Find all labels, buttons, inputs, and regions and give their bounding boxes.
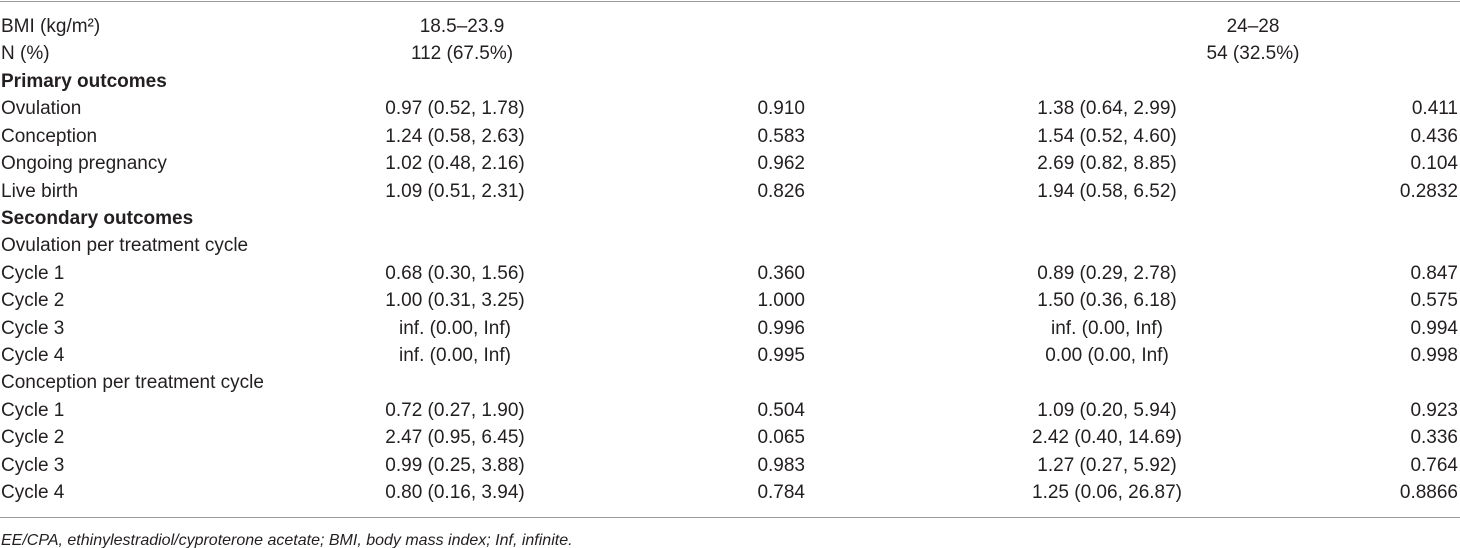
header-label: N (%) — [1, 43, 50, 65]
table-cell: 0.575 — [1410, 290, 1458, 312]
header-label: BMI (kg/m²) — [1, 16, 101, 37]
table-cell: inf. (0.00, Inf) — [399, 317, 511, 339]
table-cell: 0.80 (0.16, 3.94) — [385, 482, 525, 503]
table-cell: 2.47 (0.95, 6.45) — [385, 427, 525, 449]
row-label: Cycle 4 — [1, 345, 65, 366]
table-cell: 0.97 (0.52, 1.78) — [385, 98, 525, 120]
table-cell: 1.25 (0.06, 26.87) — [1032, 482, 1182, 503]
table-cell: 0.826 — [757, 180, 805, 202]
table-cell: 0.360 — [757, 262, 805, 284]
table-cell: 0.764 — [1410, 454, 1458, 476]
table-cell: 0.994 — [1410, 317, 1458, 339]
row-label: Cycle 3 — [1, 454, 65, 476]
table-cell: 0.436 — [1410, 125, 1458, 147]
group-title: Conception per treatment cycle — [1, 372, 264, 394]
table-cell: 0.89 (0.29, 2.78) — [1037, 262, 1177, 284]
group-title: Ovulation per treatment cycle — [1, 235, 249, 257]
top-rule — [0, 1, 1460, 2]
table-cell: 0.104 — [1410, 153, 1458, 175]
table-cell: 1.54 (0.52, 4.60) — [1037, 125, 1177, 147]
table-cell: 0.72 (0.27, 1.90) — [385, 399, 525, 421]
table-cell: 0.784 — [757, 482, 805, 503]
table-cell: inf. (0.00, Inf) — [399, 345, 511, 366]
row-label: Conception — [1, 125, 98, 147]
table-cell: 1.38 (0.64, 2.99) — [1037, 98, 1177, 120]
table-cell: 1.24 (0.58, 2.63) — [385, 125, 525, 147]
table-cell: 0.847 — [1410, 262, 1458, 284]
table-cell: 0.583 — [757, 125, 805, 147]
row-label: Ovulation — [1, 98, 82, 120]
table-cell: 1.09 (0.20, 5.94) — [1037, 399, 1177, 421]
table-cell: 1.09 (0.51, 2.31) — [385, 180, 525, 202]
row-label: Live birth — [1, 180, 79, 202]
table-cell: 0.996 — [757, 317, 805, 339]
header-cell: 54 (32.5%) — [1206, 43, 1300, 65]
table-cell: 1.27 (0.27, 5.92) — [1037, 454, 1177, 476]
table-cell: 0.995 — [757, 345, 805, 366]
table-cell: 0.983 — [757, 454, 805, 476]
row-label: Cycle 1 — [1, 399, 65, 421]
table-cell: 0.411 — [1411, 98, 1458, 120]
table-cell: 2.42 (0.40, 14.69) — [1032, 427, 1182, 449]
row-label: Cycle 2 — [1, 427, 65, 449]
table-cell: 0.8866 — [1399, 482, 1458, 503]
table-cell: 1.00 (0.31, 3.25) — [385, 290, 525, 312]
header-cell: 24–28 — [1226, 16, 1280, 37]
table-cell: 0.336 — [1410, 427, 1458, 449]
row-label: Cycle 2 — [1, 290, 65, 312]
table-cell: 1.000 — [757, 290, 805, 312]
table-cell: 0.00 (0.00, Inf) — [1045, 345, 1169, 366]
section-title: Secondary outcomes — [1, 208, 194, 229]
table-cell: 0.99 (0.25, 3.88) — [385, 454, 525, 476]
footnote: EE/CPA, ethinylestradiol/cyproterone ace… — [1, 532, 573, 548]
table-cell: 0.962 — [757, 153, 805, 175]
table-cell: 0.923 — [1410, 399, 1458, 421]
table-cell: 0.68 (0.30, 1.56) — [385, 262, 525, 284]
table-cell: 0.504 — [757, 399, 805, 421]
row-label: Ongoing pregnancy — [1, 153, 167, 175]
table-cell: 0.2832 — [1399, 180, 1458, 202]
header-cell: 112 (67.5%) — [410, 43, 514, 65]
table-cell: 0.998 — [1410, 345, 1458, 366]
table-cell: 0.910 — [757, 98, 805, 120]
row-label: Cycle 3 — [1, 317, 65, 339]
table-cell: 2.69 (0.82, 8.85) — [1037, 153, 1177, 175]
row-label: Cycle 1 — [1, 262, 65, 284]
table-cell: inf. (0.00, Inf) — [1051, 317, 1163, 339]
bottom-rule — [0, 517, 1460, 518]
row-label: Cycle 4 — [1, 482, 65, 503]
header-cell: 18.5–23.9 — [419, 16, 505, 37]
table-cell: 1.02 (0.48, 2.16) — [385, 153, 525, 175]
section-title: Primary outcomes — [1, 71, 167, 92]
table-cell: 1.50 (0.36, 6.18) — [1037, 290, 1177, 312]
table-cell: 1.94 (0.58, 6.52) — [1037, 180, 1177, 202]
table-cell: 0.065 — [757, 427, 805, 449]
